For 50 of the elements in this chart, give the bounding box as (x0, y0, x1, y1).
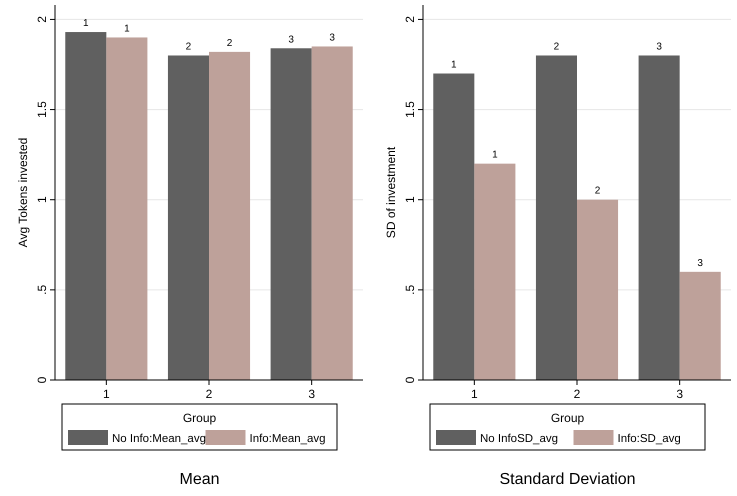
y-tick-label: .5 (403, 284, 417, 295)
bar (209, 52, 250, 380)
bar (433, 74, 474, 380)
annotation: 2 (594, 186, 601, 197)
x-tick-label: 3 (308, 387, 316, 401)
x-tick-label: 1 (102, 387, 110, 401)
annotation: 1 (492, 150, 498, 161)
bar (680, 272, 721, 380)
annotation: 1 (83, 18, 90, 30)
annotation: 2 (186, 41, 192, 52)
bar (270, 48, 312, 380)
legend-label: Info:SD_avg (618, 433, 681, 445)
annotation: 1 (124, 23, 130, 34)
annotation: 1 (451, 60, 458, 71)
annotation: 2 (226, 38, 233, 49)
y-tick-label: 2 (403, 16, 417, 23)
text: Mean (179, 471, 220, 488)
legend-title: Group (182, 411, 216, 425)
bar (474, 164, 516, 380)
y-tick-label: 1.5 (35, 100, 49, 118)
x-tick-label: 2 (574, 387, 581, 401)
y-axis-title: SD of investment (384, 146, 398, 238)
bar (312, 46, 353, 380)
bar (638, 55, 680, 380)
x-tick-label: 3 (676, 387, 684, 401)
bar (168, 55, 209, 380)
legend-label: No InfoSD_avg (480, 433, 558, 445)
legend-label: No Info:Mean_avg (112, 433, 206, 445)
x-tick-label: 2 (206, 387, 213, 401)
bar (106, 37, 148, 380)
annotation: 3 (697, 258, 704, 269)
bar (65, 32, 106, 380)
y-axis-title: Avg Tokens invested (16, 138, 30, 248)
annotation: 3 (329, 32, 336, 44)
y-tick-label: 1 (35, 196, 49, 204)
bar (536, 55, 577, 380)
y-tick-label: 1 (403, 196, 417, 204)
y-tick-label: 1.5 (403, 100, 417, 118)
y-tick-label: 0 (403, 376, 417, 384)
x-tick-label: 1 (470, 387, 478, 401)
annotation: 3 (288, 34, 294, 46)
annotation: 2 (554, 41, 560, 52)
y-tick-label: 2 (35, 16, 49, 23)
y-tick-label: .5 (35, 284, 49, 295)
legend-title: Group (550, 411, 584, 425)
annotation: 3 (656, 41, 662, 52)
bar (577, 200, 618, 380)
text: Standard Deviation (499, 471, 636, 488)
y-tick-label: 0 (35, 376, 49, 384)
legend-label: Info:Mean_avg (250, 433, 326, 445)
